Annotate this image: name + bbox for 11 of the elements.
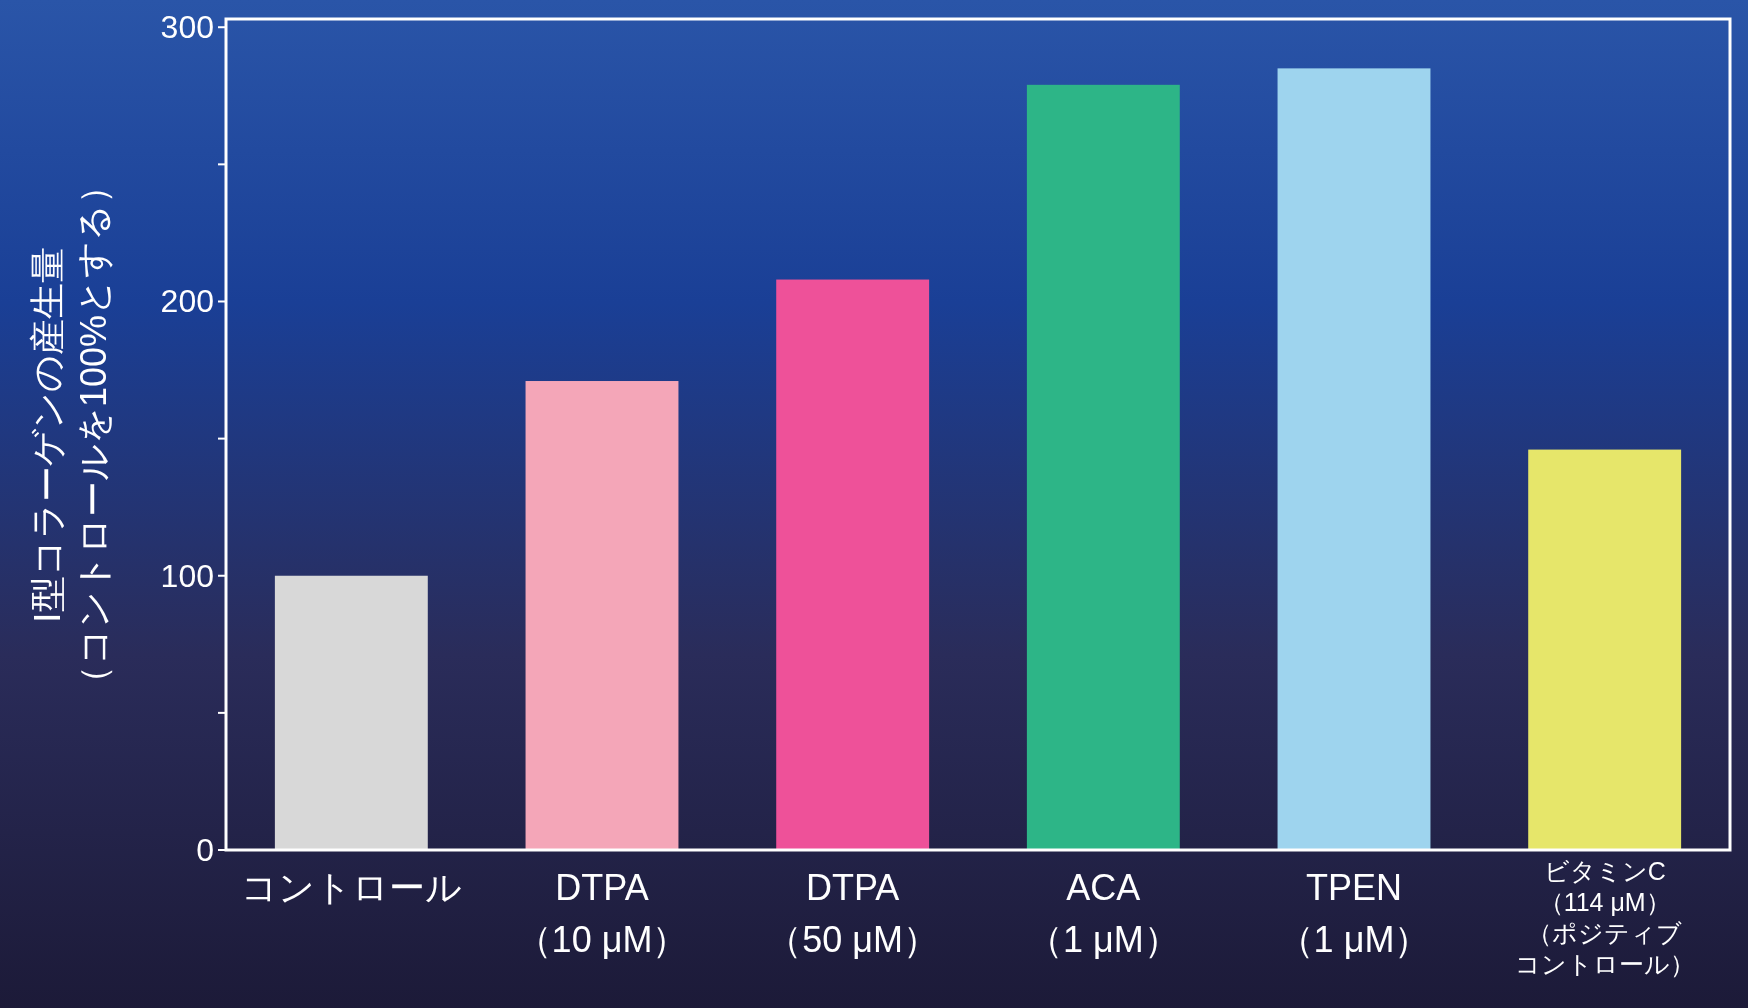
x-tick-label: DTPA（50 μM） (766, 867, 940, 960)
y-tick-label: 200 (160, 283, 214, 320)
y-tick-label: 0 (196, 832, 214, 868)
y-tick-label: 100 (160, 557, 214, 594)
y-tick-label: 300 (160, 9, 214, 46)
y-axis-title: Ⅰ型コラーゲンの産生量（コントロールを100%とする） (27, 167, 114, 702)
x-tick-label: ビタミンC（114 μM）（ポジティブコントロール） (1514, 857, 1695, 978)
x-tick-label: ACA（1 μM） (1026, 867, 1180, 960)
x-tick-label: DTPA（10 μM） (515, 867, 689, 960)
x-tick-label: コントロール (240, 867, 462, 908)
x-tick-label: TPEN（1 μM） (1277, 867, 1431, 960)
